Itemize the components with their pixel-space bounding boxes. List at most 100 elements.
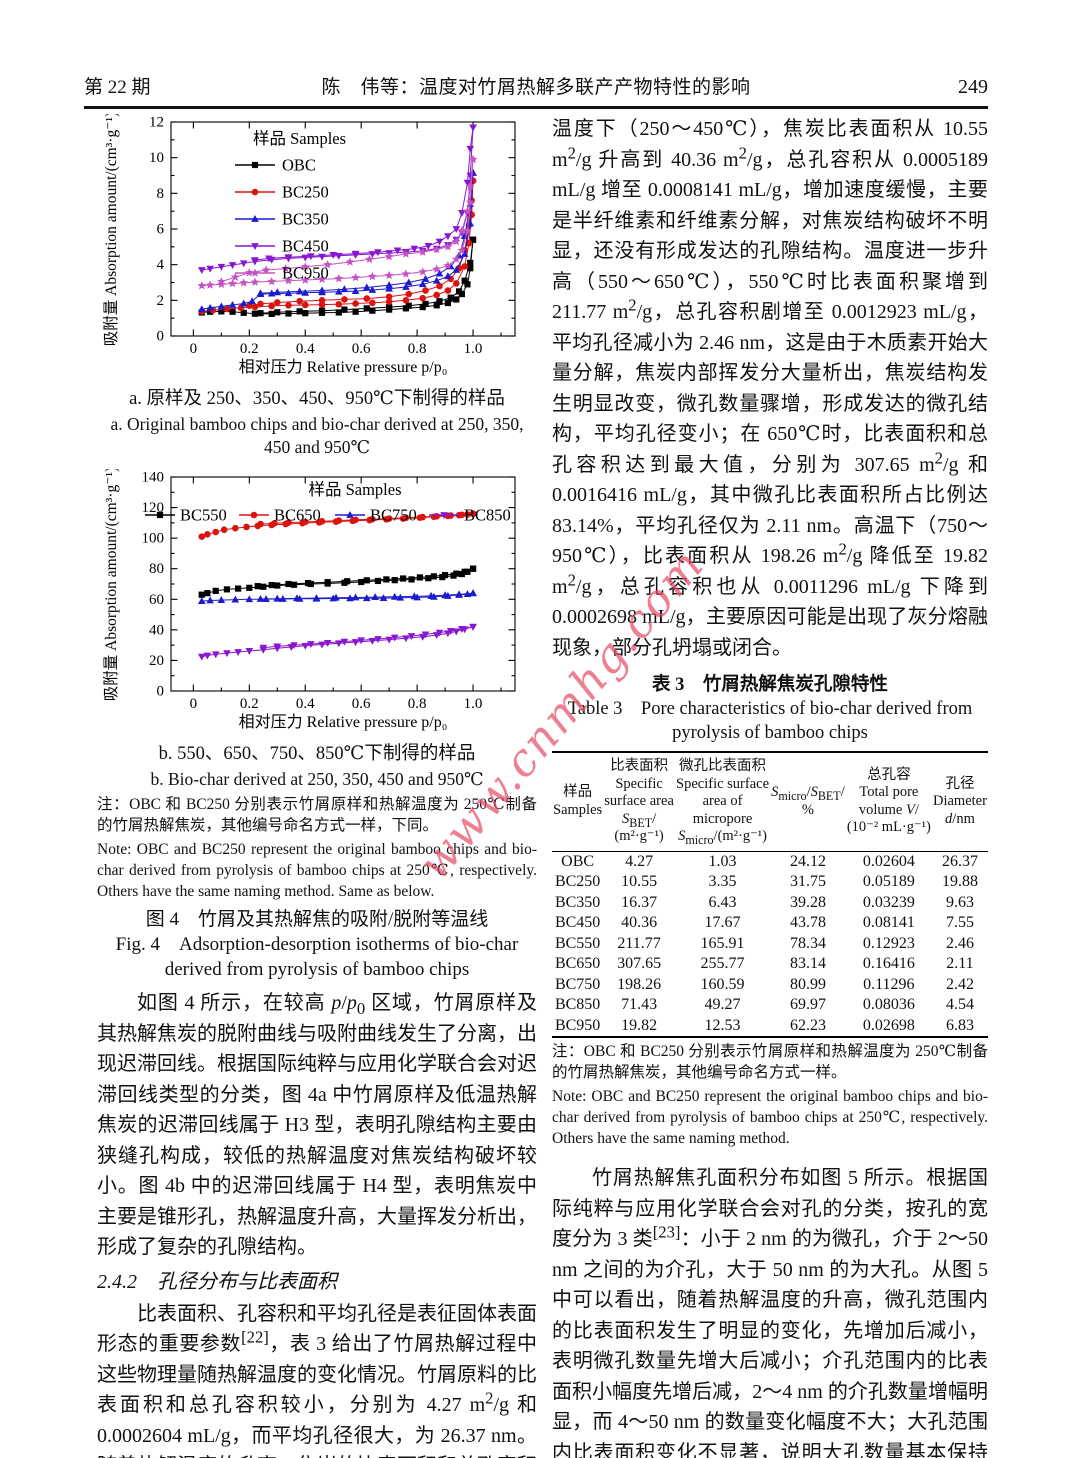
table-cell: 19.82: [621, 1016, 658, 1034]
table3-col-header-3: Smicro/SBET/%: [771, 784, 845, 818]
svg-text:6: 6: [157, 222, 165, 238]
table3-body: OBC 4.27 1.03 24.12 0.02604 26.37 BC250 10.55 3.…: [552, 851, 988, 1037]
svg-text:0: 0: [157, 684, 165, 700]
table-cell: 49.27: [704, 996, 741, 1013]
tick-labels: 0 0.2 0.4 0.6 0.8 1.0 0 2 4 6 8 10 12: [149, 115, 482, 358]
table-cell: 24.12: [789, 852, 826, 870]
svg-text:12: 12: [149, 115, 164, 131]
table-cell: 0.02698: [862, 1016, 915, 1034]
table3-note-cn: 注：OBC 和 BC250 分别表示竹屑原样和热解温度为 250℃制备的竹屑热解…: [552, 1043, 988, 1081]
table-cell: 78.34: [789, 934, 826, 952]
table-cell: BC950: [554, 1016, 601, 1034]
table-cell: BC750: [554, 975, 601, 993]
svg-text:BC250: BC250: [282, 183, 329, 202]
svg-text:0.6: 0.6: [352, 696, 371, 712]
x-axis-label: 相对压力 Relative pressure p/p₀: [239, 713, 448, 731]
page-header: 第 22 期 陈 伟等：温度对竹屑热解多联产产物特性的影响 249: [84, 72, 988, 109]
table-cell: 0.05189: [862, 873, 915, 890]
table-cell: 83.14: [789, 955, 826, 972]
series-BC850: [197, 623, 477, 661]
table-cell: 39.28: [789, 893, 826, 911]
svg-text:0.4: 0.4: [296, 341, 315, 357]
table3-col-header-5: 孔径 Diameter d/nm: [932, 775, 987, 827]
svg-text:BC550: BC550: [180, 506, 227, 525]
table-cell: 43.78: [789, 914, 826, 931]
table-cell: 0.03239: [862, 893, 915, 911]
table3: 样品 Samples 比表面积 Specific surface area SBET/(m…: [552, 751, 988, 1038]
table-row: BC750 198.26 160.59 80.99 0.11296 2.42: [552, 975, 988, 996]
left-column: 0 0.2 0.4 0.6 0.8 1.0 0 2 4 6 8 10 12 相对压力 Relative p…: [97, 114, 537, 1458]
svg-text:0.2: 0.2: [240, 696, 259, 712]
paragraph-right-1: 温度下（250～450℃），焦炭比表面积从 10.55 m2/g 升高到 40.…: [552, 118, 989, 659]
figure4b-caption-en: b. Bio-char derived at 250, 350, 450 and…: [150, 769, 484, 789]
table-row: BC650 307.65 255.77 83.14 0.16416 2.11: [552, 954, 988, 975]
table-cell: 0.02604: [862, 852, 915, 870]
paragraph-left-2: 比表面积、孔容积和平均孔径是表征固体表面形态的重要参数[22]，表 3 给出了竹…: [97, 1302, 538, 1458]
table-cell: 165.91: [700, 934, 745, 952]
series-BC550: [198, 565, 477, 598]
paragraph-left-1: 如图 4 所示，在较高 p/p0 区域，竹屑原样及其热解焦炭的脱附曲线与吸附曲线…: [97, 992, 538, 1258]
table-cell: 12.53: [704, 1016, 741, 1034]
table-cell: OBC: [561, 852, 595, 870]
table3-header: 样品 Samples 比表面积 Specific surface area SBET/(m…: [552, 752, 988, 851]
table-cell: 2.42: [945, 975, 974, 993]
figure4b-caption-cn: b. 550、650、750、850℃下制得的样品: [158, 744, 476, 764]
table-row: BC950 19.82 12.53 62.23 0.02698 6.83: [552, 1016, 988, 1038]
svg-text:4: 4: [157, 257, 165, 273]
paragraph-right-2: 竹屑热解焦孔面积分布如图 5 所示。根据国际纯粹与应用化学联合会对孔的分类，按孔…: [552, 1167, 988, 1458]
running-title: 陈 伟等：温度对竹屑热解多联产产物特性的影响: [321, 77, 751, 98]
svg-text:BC750: BC750: [370, 506, 417, 525]
svg-text:100: 100: [142, 531, 165, 547]
table-row: BC250 10.55 3.35 31.75 0.05189 19.88: [552, 872, 988, 893]
svg-text:140: 140: [142, 470, 165, 486]
figure4a-caption-cn: a. 原样及 250、350、450、950℃下制得的样品: [129, 389, 505, 409]
svg-text:1.0: 1.0: [464, 696, 483, 712]
svg-text:OBC: OBC: [282, 156, 316, 175]
svg-text:BC350: BC350: [282, 210, 329, 229]
table-cell: 0.12923: [862, 934, 915, 952]
page-number: 249: [958, 76, 988, 98]
table-cell: BC550: [554, 934, 601, 952]
table-cell: 16.37: [621, 893, 658, 911]
svg-text:0.8: 0.8: [408, 341, 427, 357]
table-cell: 2.11: [946, 955, 974, 972]
table3-title-cn: 表 3 竹屑热解焦炭孔隙特性: [652, 675, 888, 695]
table-row: BC850 71.43 49.27 69.97 0.08036 4.54: [552, 995, 988, 1016]
x-axis-label: 相对压力 Relative pressure p/p₀: [239, 358, 448, 376]
series-BC350: [197, 168, 477, 313]
table3-note-en: Note: OBC and BC250 represent the origin…: [552, 1088, 988, 1147]
table3-header-row: 样品 Samples 比表面积 Specific surface area SBET/(m…: [552, 752, 988, 851]
table-cell: 31.75: [789, 873, 826, 890]
table-cell: BC250: [554, 873, 601, 890]
table-cell: 307.65: [617, 955, 662, 972]
table-cell: 10.55: [621, 873, 658, 890]
table3-col-header-4: 总孔容 Total pore volume V/(10⁻² mL·g⁻¹): [846, 766, 931, 836]
table-row: BC550 211.77 165.91 78.34 0.12923 2.46: [552, 934, 988, 955]
series-BC650: [198, 510, 477, 540]
series-BC750: [197, 589, 477, 605]
svg-text:20: 20: [149, 653, 164, 669]
table-cell: 0.08141: [862, 914, 915, 931]
table-cell: 211.77: [617, 934, 661, 952]
table-cell: 19.88: [941, 873, 978, 890]
table-cell: 0.16416: [862, 955, 915, 972]
table-cell: 71.43: [621, 996, 658, 1013]
figure4-title-cn: 图 4 竹屑及其热解焦的吸附/脱附等温线: [145, 909, 489, 930]
table-cell: 160.59: [700, 975, 745, 993]
table-cell: 198.26: [617, 975, 662, 993]
table-cell: 80.99: [789, 975, 826, 993]
table-row: BC450 40.36 17.67 43.78 0.08141 7.55: [552, 913, 988, 934]
table-cell: 26.37: [941, 852, 978, 870]
table-row: OBC 4.27 1.03 24.12 0.02604 26.37: [552, 851, 988, 872]
svg-text:0.6: 0.6: [352, 341, 371, 357]
y-axis-label: 吸附量 Absorption amount/(cm³·g⁻¹): [102, 469, 120, 701]
svg-text:BC450: BC450: [282, 237, 329, 256]
table-cell: 7.55: [945, 914, 974, 931]
table-cell: 1.03: [708, 852, 737, 870]
table-cell: BC650: [554, 955, 601, 972]
svg-text:8: 8: [157, 186, 165, 202]
right-column: 温度下（250～450℃），焦炭比表面积从 10.55 m2/g 升高到 40.…: [552, 114, 988, 1458]
legend: 样品 Samples OBC BC250 BC350 BC450 BC950: [235, 129, 346, 283]
